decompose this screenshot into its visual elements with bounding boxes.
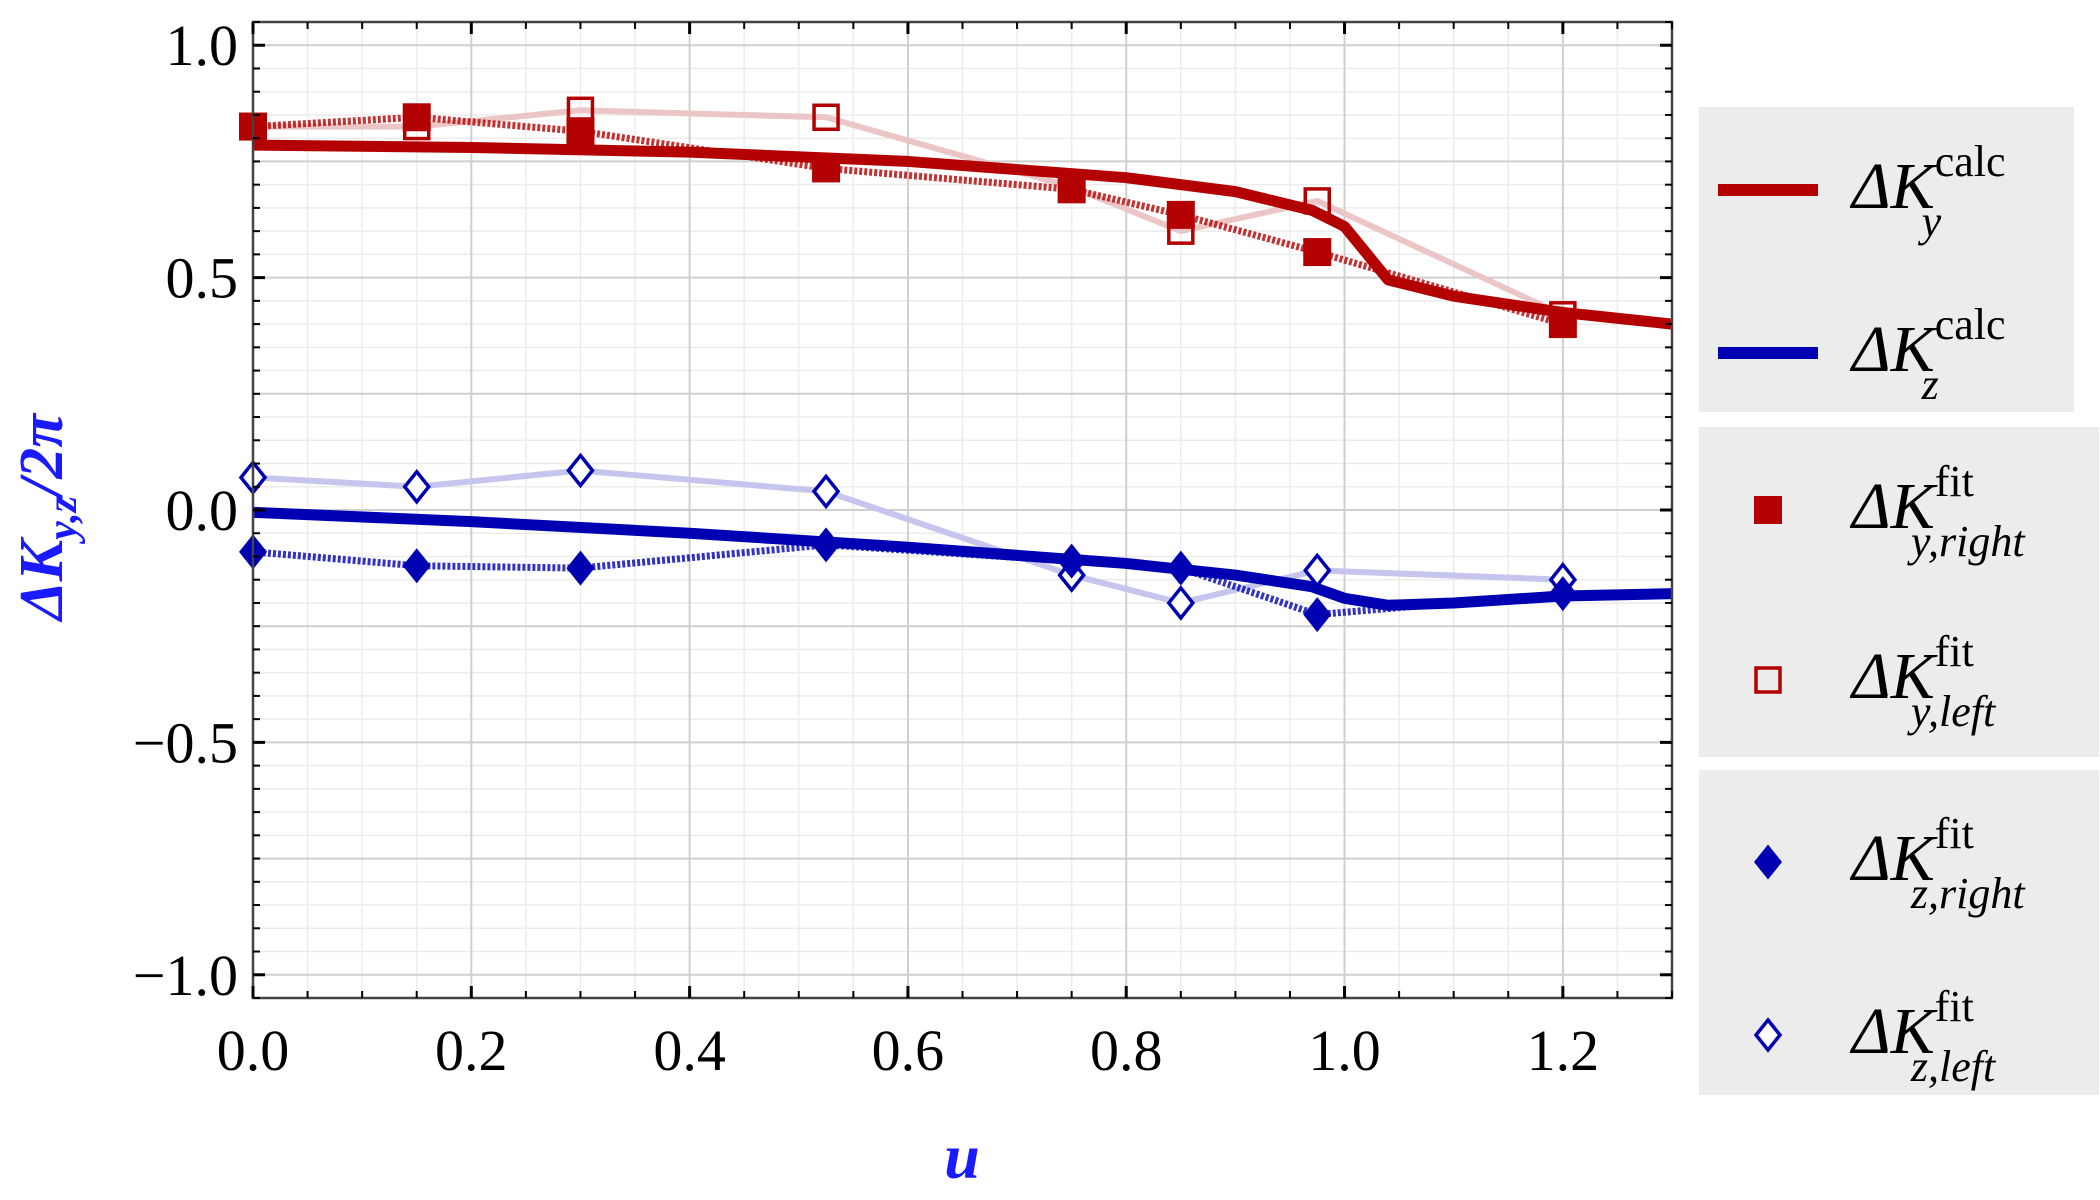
legend-swatch-marker bbox=[1754, 496, 1782, 524]
legend-box-y-fit bbox=[1699, 427, 2099, 757]
y-axis-title-sub: y,z bbox=[40, 495, 86, 545]
legend-swatch-marker bbox=[1754, 844, 1782, 880]
legend-box-calc bbox=[1699, 107, 2074, 412]
legend-label-sub: z,right bbox=[1910, 869, 2026, 918]
y-tick-label: 1.0 bbox=[166, 13, 239, 78]
legend-label-sup: fit bbox=[1935, 457, 1974, 506]
legend-label-sup: calc bbox=[1935, 300, 2006, 349]
legend-label-main: ΔK bbox=[1849, 640, 1938, 713]
x-tick-label: 0.0 bbox=[217, 1018, 290, 1083]
legend-label: ΔKcalc z bbox=[1849, 300, 2006, 409]
legend-label: ΔKfit z,left bbox=[1849, 982, 1997, 1091]
kz-left-point bbox=[811, 473, 841, 510]
ky-right-point bbox=[1057, 175, 1086, 204]
legend-entry-kz-calc: ΔKcalc z bbox=[1718, 300, 2006, 409]
ky-right-connector bbox=[252, 113, 1564, 328]
legend-entry-kz-right: ΔKfit z,right bbox=[1754, 809, 2026, 918]
ky-right-point bbox=[566, 117, 595, 146]
legend-swatch-marker bbox=[1754, 666, 1782, 694]
kz-right-point bbox=[1057, 543, 1086, 579]
legend-label-sub: y bbox=[1918, 197, 1942, 246]
kz-right-point bbox=[1166, 550, 1195, 586]
ky-right-point bbox=[812, 154, 841, 183]
legend-entry-ky-right: ΔKfit y,right bbox=[1754, 457, 2026, 566]
y-tick-label: −0.5 bbox=[133, 710, 238, 775]
legend-label: ΔKfit y,left bbox=[1849, 627, 1997, 736]
legend-label-sub: y,right bbox=[1907, 517, 2026, 566]
kz-left-point bbox=[1303, 552, 1332, 589]
x-tick-label: 0.4 bbox=[653, 1018, 726, 1083]
legend-label-sup: calc bbox=[1935, 137, 2006, 186]
x-tick-label: 1.0 bbox=[1308, 1018, 1381, 1083]
tick-labels: 0.0 0.2 0.4 0.6 0.8 1.0 1.2 1.0 0.5 0.0 −0.5 −1.0 bbox=[133, 13, 1599, 1083]
axis-ticks bbox=[251, 21, 1673, 999]
y-axis-title-rest: /2π bbox=[8, 412, 76, 500]
legend-label-main: ΔK bbox=[1849, 313, 1938, 386]
legend-label: ΔKfit z,right bbox=[1849, 809, 2026, 918]
ky-right-point bbox=[402, 103, 431, 132]
kz-right-point bbox=[566, 550, 595, 586]
x-tick-label: 0.8 bbox=[1090, 1018, 1163, 1083]
kz-right-point bbox=[812, 527, 841, 563]
kz-calc-line bbox=[252, 506, 1673, 611]
legend-entry-ky-left: ΔKfit y,left bbox=[1754, 627, 1997, 736]
y-tick-label: −1.0 bbox=[133, 943, 238, 1008]
y-tick-label: 0.5 bbox=[166, 246, 239, 311]
legend-label-sub: y,left bbox=[1907, 687, 1997, 736]
legend-label-sup: fit bbox=[1935, 982, 1974, 1031]
legend-label: ΔKcalc y bbox=[1849, 137, 2006, 246]
kz-left-point bbox=[1166, 585, 1196, 621]
kz-right-point bbox=[402, 548, 431, 584]
legend-label-main: ΔK bbox=[1849, 470, 1938, 543]
ky-right-point bbox=[1303, 238, 1332, 267]
legend-label-main: ΔK bbox=[1849, 822, 1938, 895]
y-axis-title: ΔKy,z/2π bbox=[8, 412, 86, 623]
series-layer bbox=[238, 96, 1673, 633]
ky-calc-line bbox=[252, 139, 1673, 330]
y-tick-label: 0.0 bbox=[166, 478, 239, 543]
ky-right-point bbox=[1548, 310, 1577, 339]
legend-entry-kz-left: ΔKfit z,left bbox=[1753, 982, 1997, 1091]
x-tick-label: 0.2 bbox=[435, 1018, 508, 1083]
ky-right-point bbox=[1166, 200, 1195, 229]
legend-swatch-marker bbox=[1753, 1017, 1783, 1053]
kz-left-connector bbox=[252, 467, 1563, 607]
legend-label-sup: fit bbox=[1935, 627, 1974, 676]
ky-left-point bbox=[1303, 187, 1331, 215]
kz-right-point bbox=[1548, 576, 1577, 612]
x-tick-label: 1.2 bbox=[1527, 1018, 1600, 1083]
x-axis-title: u bbox=[944, 1121, 980, 1192]
x-tick-label: 0.6 bbox=[872, 1018, 945, 1083]
legend-label-main: ΔK bbox=[1849, 150, 1938, 223]
y-axis-title-main: ΔK bbox=[8, 536, 76, 623]
legend-label-main: ΔK bbox=[1849, 995, 1938, 1068]
legend-label-sub: z,left bbox=[1910, 1042, 1997, 1091]
legend-label-sup: fit bbox=[1935, 809, 1974, 858]
kz-right-point bbox=[1303, 597, 1332, 633]
legend-entry-ky-calc: ΔKcalc y bbox=[1718, 137, 2006, 246]
ky-left-point bbox=[812, 103, 840, 132]
kz-left-point bbox=[402, 468, 431, 505]
legend-label: ΔKfit y,right bbox=[1849, 457, 2026, 566]
kz-left-point bbox=[566, 452, 595, 489]
legend-label-sub: z bbox=[1921, 360, 1939, 409]
